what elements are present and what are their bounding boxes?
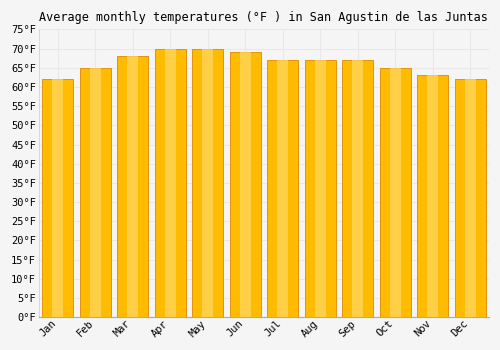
Bar <box>90 68 101 317</box>
Bar <box>342 60 373 317</box>
Bar <box>155 49 186 317</box>
Bar <box>390 68 400 317</box>
Bar <box>240 52 250 317</box>
Bar <box>128 56 138 317</box>
Bar <box>315 60 326 317</box>
Bar <box>230 52 260 317</box>
Bar <box>380 68 410 317</box>
Bar <box>165 49 175 317</box>
Bar <box>42 79 73 317</box>
Bar <box>305 60 336 317</box>
Title: Average monthly temperatures (°F ) in San Agustin de las Juntas: Average monthly temperatures (°F ) in Sa… <box>40 11 488 24</box>
Bar <box>352 60 363 317</box>
Bar <box>278 60 288 317</box>
Bar <box>465 79 475 317</box>
Bar <box>455 79 486 317</box>
Bar <box>202 49 213 317</box>
Bar <box>80 68 110 317</box>
Bar <box>268 60 298 317</box>
Bar <box>418 76 448 317</box>
Bar <box>192 49 223 317</box>
Bar <box>428 76 438 317</box>
Bar <box>118 56 148 317</box>
Bar <box>52 79 63 317</box>
